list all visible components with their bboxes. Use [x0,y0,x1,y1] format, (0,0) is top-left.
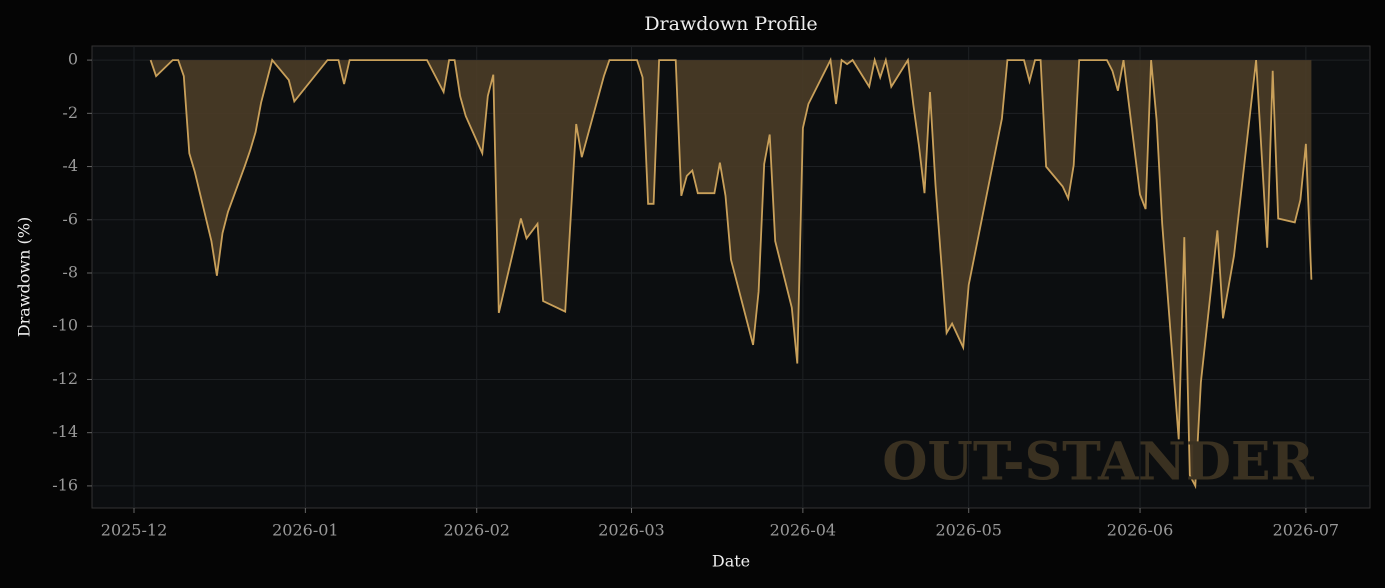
chart-title: Drawdown Profile [644,13,817,35]
x-tick-label: 2026-04 [770,521,836,540]
x-tick-label: 2026-07 [1273,521,1339,540]
y-tick-label: -12 [52,369,78,388]
drawdown-area [150,60,1312,486]
x-tick-label: 2025-12 [101,521,167,540]
x-tick-label: 2026-05 [935,521,1001,540]
x-tick-label: 2026-03 [598,521,664,540]
y-tick-label: 0 [68,50,78,69]
y-tick-label: -8 [62,263,78,282]
x-axis-label: Date [712,552,750,571]
y-axis-label: Drawdown (%) [15,217,34,337]
y-tick-label: -6 [62,209,78,228]
y-tick-label: -2 [62,103,78,122]
drawdown-line [149,56,1313,490]
y-tick-label: -16 [52,475,78,494]
x-tick-label: 2026-01 [272,521,338,540]
y-tick-label: -14 [52,422,78,441]
watermark: OUT-STANDER [882,432,1314,493]
x-tick-label: 2026-06 [1107,521,1173,540]
x-tick-label: 2026-02 [443,521,509,540]
y-tick-label: -4 [62,156,78,175]
y-tick-label: -10 [52,316,78,335]
